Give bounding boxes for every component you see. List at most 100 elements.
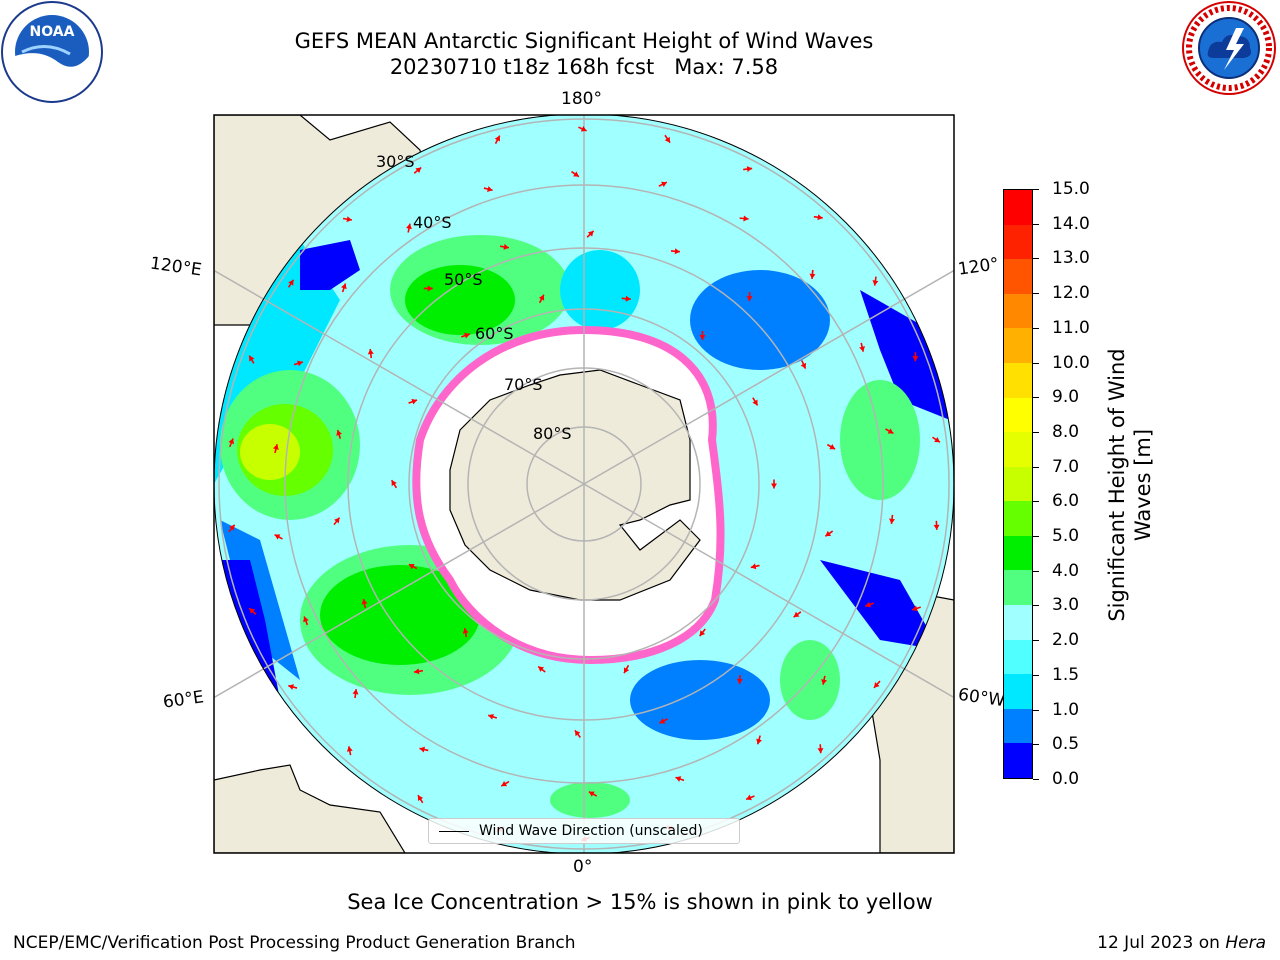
wind-arrow-head — [872, 280, 879, 286]
wind-arrow-head — [503, 243, 509, 250]
antarctica — [449, 369, 701, 601]
wind-arrow-head — [699, 334, 706, 340]
colorbar-tick-label: 6.0 — [1052, 491, 1080, 512]
wind-arrow-head — [574, 730, 581, 737]
noaa-logo-text: NOAA — [30, 24, 75, 40]
colorbar-tick-label: 1.5 — [1052, 664, 1080, 685]
colorbar-tick-label: 9.0 — [1052, 387, 1080, 408]
colorbar — [1003, 189, 1033, 779]
wind-arrow-head — [538, 666, 544, 672]
colorbar-tick-label: 10.0 — [1052, 352, 1090, 373]
colorbar-tick-label: 14.0 — [1052, 213, 1090, 234]
colorbar-tick-label: 7.0 — [1052, 456, 1080, 477]
lat-label-40s: 40°S — [413, 213, 452, 232]
footer-date: 12 Jul 2023 on Hera — [1097, 933, 1266, 953]
colorbar-tick — [1033, 501, 1039, 503]
colorbar-tick-label: 1.0 — [1052, 699, 1080, 720]
wind-arrow-head — [487, 186, 493, 192]
colorbar-tick-label: 0.0 — [1052, 769, 1080, 789]
colorbar-tick — [1033, 223, 1039, 225]
wind-arrow-head — [573, 171, 579, 177]
wind-arrow-head — [912, 356, 919, 362]
colorbar-tick — [1033, 327, 1039, 329]
colorbar-tick-label: 0.5 — [1052, 734, 1080, 755]
wind-arrow-head — [272, 444, 279, 450]
wind-arrow-head — [661, 181, 667, 188]
colorbar-segment — [1004, 431, 1032, 467]
wind-arrow-head — [743, 215, 749, 222]
colorbar-tick-label: 15.0 — [1052, 179, 1090, 199]
wind-arrow-head — [501, 780, 508, 787]
legend-line-sample — [439, 831, 469, 832]
colorbar-segment — [1004, 535, 1032, 571]
lon-label-180: 180° — [561, 89, 602, 109]
wind-arrow-head — [912, 605, 918, 612]
colorbar-tick-label: 5.0 — [1052, 526, 1080, 547]
wind-arrow-head — [887, 428, 894, 434]
wind-arrow-head — [464, 332, 470, 339]
wind-arrow-head — [750, 563, 757, 570]
colorbar-segment — [1004, 604, 1032, 640]
colorbar-tick-label: 12.0 — [1052, 283, 1090, 304]
colorbar-segment — [1004, 293, 1032, 329]
sea-ice-note: Sea Ice Concentration > 15% is shown in … — [347, 890, 933, 914]
wind-arrow-head — [675, 776, 682, 782]
wind-arrow-head — [829, 444, 836, 450]
legend-label: Wind Wave Direction (unscaled) — [479, 823, 703, 839]
wind-arrow-head — [800, 362, 807, 369]
wind-arrow-head — [865, 601, 872, 608]
wind-arrow-head — [859, 346, 866, 352]
wind-arrow-head — [228, 438, 235, 445]
wind-arrow-head — [494, 135, 501, 142]
lat-label-70s: 70°S — [504, 375, 543, 394]
wind-arrow-head — [427, 285, 433, 292]
wind-arrow-head — [674, 248, 680, 255]
wind-arrow-head — [538, 294, 545, 301]
wind-arrow-head — [825, 530, 832, 537]
wind-arrow-head — [752, 399, 758, 406]
lon-label-0: 0° — [573, 857, 593, 877]
wind-arrow-head — [821, 679, 827, 685]
wind-arrow-head — [334, 517, 340, 524]
footer-machine: Hera — [1225, 933, 1266, 953]
footer-branch: NCEP/EMC/Verification Post Processing Pr… — [13, 933, 576, 953]
colorbar-segment — [1004, 189, 1032, 225]
wind-arrow-head — [587, 230, 594, 237]
wind-arrow-head — [488, 713, 494, 720]
wind-arrow-head — [809, 273, 816, 279]
lat-label-50s: 50°S — [444, 270, 483, 289]
wind-arrow-head — [303, 616, 309, 623]
nws-logo — [1182, 1, 1276, 95]
wind-arrow-head — [817, 748, 824, 754]
wind-arrow-head — [793, 611, 800, 618]
colorbar-tick — [1033, 605, 1039, 607]
colorbar-tick — [1033, 397, 1039, 399]
wind-arrow-head — [664, 136, 671, 143]
wind-arrow-head — [874, 682, 880, 688]
colorbar-tick-label: 11.0 — [1052, 317, 1090, 338]
wind-arrow-head — [659, 718, 666, 724]
colorbar-tick — [1033, 709, 1039, 711]
wind-arrow-head — [367, 349, 374, 355]
wind-arrow-head — [249, 355, 255, 362]
footer-date-text: 12 Jul 2023 on — [1097, 933, 1226, 953]
colorbar-tick — [1033, 536, 1039, 538]
wind-arrow-head — [415, 167, 422, 173]
wind-arrow-head — [588, 791, 595, 797]
wind-arrow-head — [406, 223, 412, 230]
colorbar-tick — [1033, 189, 1039, 190]
colorbar-tick-label: 13.0 — [1052, 248, 1090, 269]
wind-arrow-head — [771, 483, 777, 489]
wind-arrow-head — [699, 630, 706, 637]
colorbar-segment — [1004, 708, 1032, 744]
lat-label-30s: 30°S — [376, 152, 415, 171]
colorbar-segment — [1004, 742, 1032, 778]
lat-label-60s: 60°S — [475, 324, 514, 343]
colorbar-segment — [1004, 466, 1032, 502]
wind-arrow-head — [462, 628, 469, 634]
wind-arrow-head — [623, 667, 630, 674]
wind-arrow-head — [746, 296, 753, 302]
map-legend: Wind Wave Direction (unscaled) — [428, 818, 740, 844]
colorbar-segment — [1004, 500, 1032, 536]
